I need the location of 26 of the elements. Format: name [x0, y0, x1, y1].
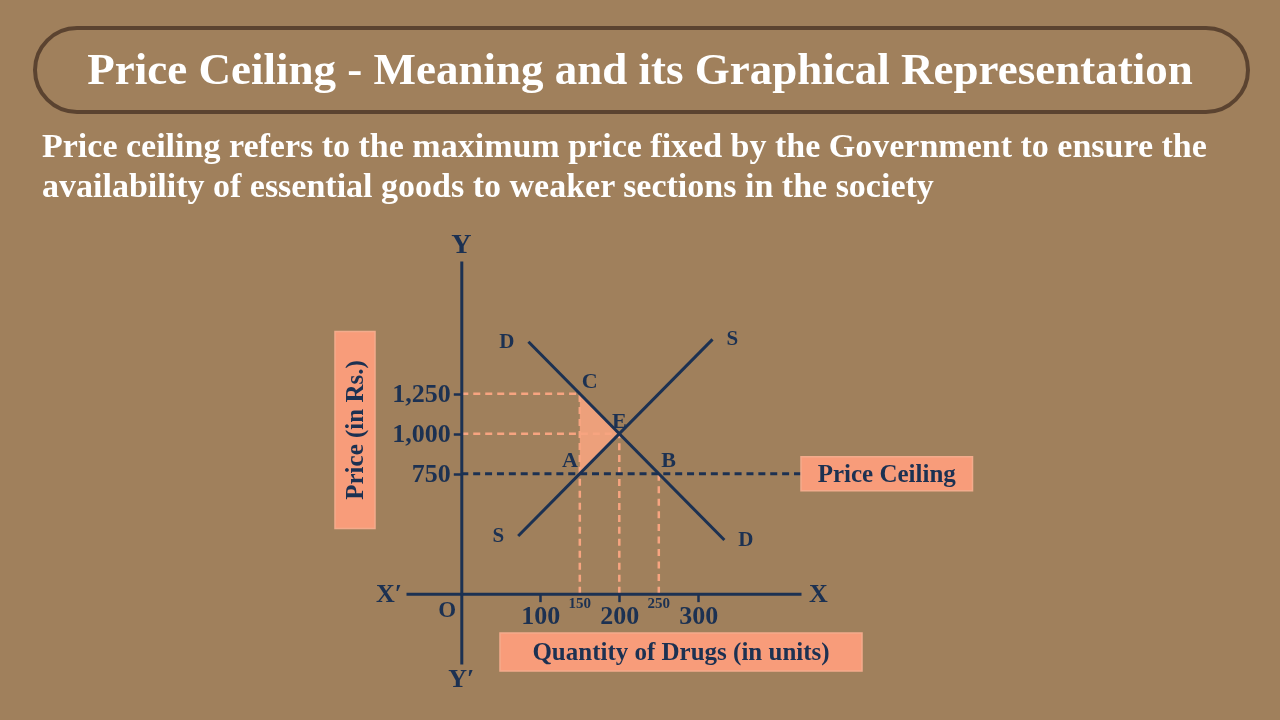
y-tick-label: 750 — [411, 459, 451, 489]
x-tick-label: 100 — [521, 601, 561, 631]
text: X′ — [375, 578, 402, 608]
annotation: C — [581, 367, 598, 393]
y-axis-title: Price (in Rs.) — [341, 360, 369, 500]
annotation: E — [611, 407, 627, 433]
text: Y′ — [448, 664, 475, 693]
series-label: S — [492, 523, 505, 548]
text: D — [738, 527, 754, 552]
annotation: A — [561, 447, 578, 473]
x-tick-label: 300 — [679, 601, 719, 631]
text: X — [809, 578, 828, 608]
annotation: 250 — [647, 594, 671, 611]
series-label: D — [499, 328, 515, 353]
x-axis-title: Quantity of Drugs (in units) — [532, 638, 830, 666]
annotation: O — [438, 596, 457, 622]
chart-title: Price Ceiling - Meaning and its Graphical Representation — [87, 44, 1193, 94]
chart-subtitle: Price ceiling refers to the maximum price fixed by the Government to ensure the availability of essential goods to weaker sections in the society — [42, 127, 1207, 204]
y-tick-label: 1,250 — [392, 379, 451, 409]
annotation: 150 — [568, 594, 592, 611]
text: Y — [451, 228, 472, 259]
x-tick-label: 200 — [600, 601, 640, 631]
text: S — [726, 326, 739, 351]
ref-line-label: Price Ceiling — [817, 459, 957, 487]
y-tick-label: 1,000 — [392, 419, 451, 449]
annotation: B — [661, 447, 677, 473]
